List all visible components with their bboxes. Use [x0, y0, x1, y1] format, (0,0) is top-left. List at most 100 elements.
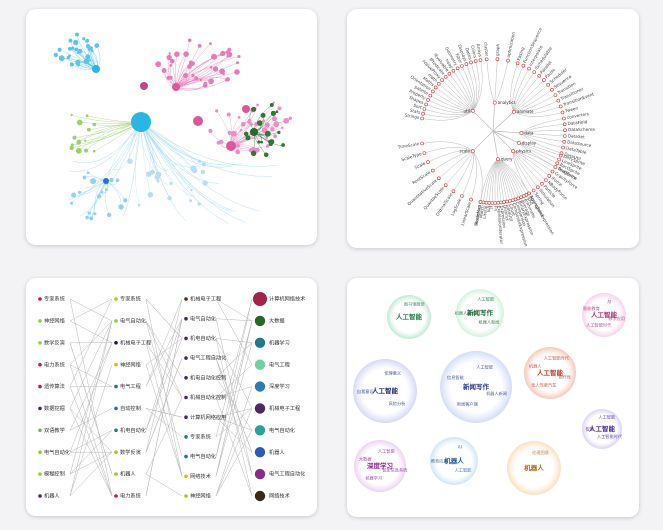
category-dot[interactable]	[38, 362, 42, 367]
topic-bubble[interactable]	[582, 409, 622, 449]
graph-node	[169, 64, 173, 67]
category-dot[interactable]	[114, 384, 118, 389]
category-dot[interactable]	[38, 297, 42, 301]
category-dot[interactable]	[38, 472, 42, 476]
category-dot[interactable]	[254, 490, 266, 502]
graph-edge	[140, 121, 187, 222]
category-dot[interactable]	[184, 435, 188, 439]
tree-link	[492, 130, 514, 152]
category-label: 电气自动化	[269, 426, 295, 434]
graph-edge	[68, 121, 142, 201]
graph-edge	[140, 121, 229, 224]
bubble-keyword: 人工智能时代	[597, 433, 623, 440]
category-dot[interactable]	[184, 395, 188, 400]
graph-hub-node[interactable]	[193, 116, 203, 126]
category-dot[interactable]	[114, 319, 118, 323]
parallel-link	[215, 364, 253, 398]
category-dot[interactable]	[254, 337, 266, 348]
category-dot[interactable]	[184, 474, 188, 479]
graph-hub-node[interactable]	[242, 105, 250, 113]
graph-hub-node[interactable]	[140, 82, 148, 90]
category-dot[interactable]	[184, 494, 188, 498]
graph-hub-node[interactable]	[92, 65, 100, 73]
tree-branch-node	[511, 149, 516, 154]
tree-link	[513, 79, 545, 112]
category-dot[interactable]	[254, 315, 266, 327]
tree-leaf-node	[460, 194, 464, 198]
graph-node	[191, 73, 195, 78]
network-graph-thumbnail[interactable]	[26, 9, 317, 245]
graph-node	[212, 66, 219, 72]
topic-bubble[interactable]	[440, 351, 512, 423]
topic-bubble[interactable]	[353, 359, 417, 423]
category-dot[interactable]	[114, 362, 118, 367]
category-label: 机械电子工程	[190, 295, 221, 303]
category-dot[interactable]	[184, 356, 188, 360]
parallel-link	[215, 386, 253, 497]
parallel-link	[145, 473, 183, 497]
category-dot[interactable]	[114, 297, 118, 301]
tree-leaf-label: If	[489, 205, 494, 208]
topic-bubble[interactable]	[387, 295, 431, 339]
category-dot[interactable]	[38, 450, 42, 454]
category-dot[interactable]	[254, 447, 266, 458]
tree-leaf-node	[563, 134, 567, 138]
category-dot[interactable]	[38, 384, 42, 389]
category-dot[interactable]	[38, 428, 42, 433]
graph-hub-node[interactable]	[250, 128, 258, 136]
topic-bubble[interactable]	[430, 437, 478, 485]
category-dot[interactable]	[184, 376, 188, 380]
tree-leaf-node	[426, 98, 430, 102]
category-dot[interactable]	[254, 403, 266, 414]
category-dot[interactable]	[38, 319, 42, 323]
topic-bubble[interactable]	[507, 441, 561, 495]
bubble-cluster-thumbnail[interactable]: 人工智能 图书馆服务 新闻写作 人工智能 机器人新闻 机器人记者 人工智能 AI 教学应用 人工智…	[347, 278, 639, 517]
tree-leaf-label: DataField	[567, 119, 587, 126]
topic-bubble[interactable]	[524, 347, 576, 399]
category-dot[interactable]	[254, 468, 266, 480]
parallel-link	[145, 397, 183, 475]
category-dot[interactable]	[184, 415, 188, 419]
topic-bubble[interactable]	[354, 440, 406, 492]
category-dot[interactable]	[114, 341, 118, 345]
category-dot[interactable]	[254, 359, 266, 370]
category-dot[interactable]	[184, 454, 188, 459]
graph-node	[263, 152, 269, 158]
category-dot[interactable]	[38, 494, 42, 498]
category-dot[interactable]	[38, 341, 42, 345]
graph-hub-node[interactable]	[131, 112, 151, 132]
category-dot[interactable]	[38, 406, 42, 411]
graph-hub-node[interactable]	[226, 141, 236, 151]
parallel-sets-thumbnail[interactable]: 专家系统 神经网络 数学反演 电力系统 遗传算法 数据挖掘 双语教学 电气自动化 模糊控制 机器人…	[26, 278, 317, 516]
category-dot[interactable]	[114, 450, 118, 454]
tree-leaf-node	[536, 185, 540, 190]
category-dot[interactable]	[114, 472, 118, 476]
category-dot[interactable]	[114, 428, 118, 433]
category-dot[interactable]	[184, 297, 188, 301]
category-dot[interactable]	[253, 292, 267, 306]
category-dot[interactable]	[184, 316, 188, 321]
parallel-link	[145, 338, 183, 365]
graph-node	[182, 73, 188, 79]
topic-bubble[interactable]	[582, 293, 626, 337]
topic-bubble[interactable]	[456, 289, 504, 337]
graph-hub-node[interactable]	[103, 178, 109, 184]
graph-node	[77, 64, 80, 67]
category-dot[interactable]	[254, 425, 266, 436]
graph-node	[169, 181, 173, 185]
tree-leaf-node	[426, 160, 430, 164]
graph-node	[69, 47, 73, 51]
graph-node	[166, 54, 172, 61]
graph-node	[118, 204, 124, 210]
radial-tree-thumbnail[interactable]: util Arrays Colors Dates Displays Filter Geome…	[347, 9, 639, 248]
graph-node	[72, 135, 77, 140]
category-dot[interactable]	[114, 406, 118, 411]
category-dot[interactable]	[254, 381, 266, 392]
tree-branch-label: util	[464, 108, 470, 113]
category-dot[interactable]	[184, 336, 188, 341]
graph-node	[277, 106, 282, 111]
graph-hub-node[interactable]	[172, 83, 180, 91]
category-dot[interactable]	[114, 494, 118, 498]
parallel-link	[215, 342, 253, 477]
graph-node	[78, 190, 82, 194]
